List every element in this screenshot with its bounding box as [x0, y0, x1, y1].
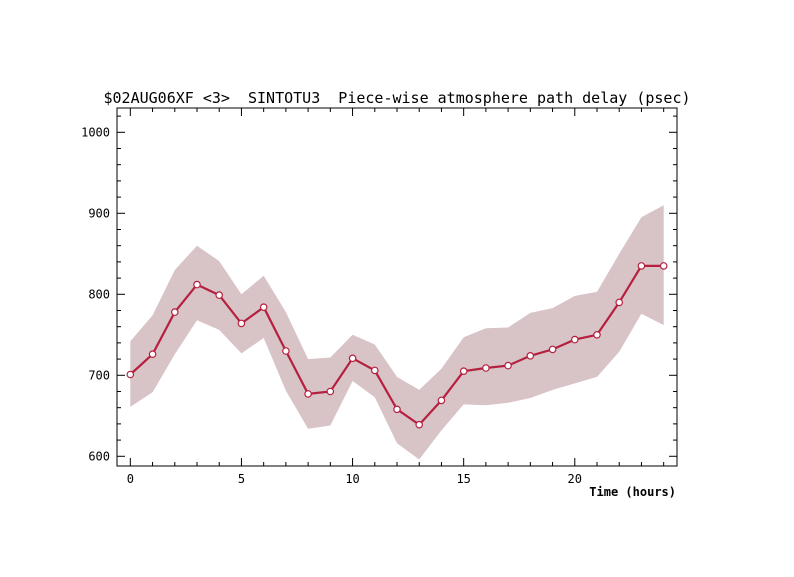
x-tick-label: 20: [568, 472, 582, 486]
tick-layer: [117, 108, 677, 466]
data-point: [459, 367, 468, 376]
data-point: [171, 308, 179, 316]
data-point: [326, 387, 335, 396]
x-tick-label: 10: [345, 472, 359, 486]
data-point: [126, 370, 135, 379]
data-point: [304, 390, 312, 398]
data-point: [348, 354, 357, 363]
data-point: [615, 298, 624, 307]
y-tick-label: 900: [88, 206, 110, 220]
data-point: [526, 351, 535, 360]
data-point: [148, 350, 157, 359]
tick-label-layer: 0 5 10 15 20 600 700 800 900 1000: [81, 125, 582, 486]
error-band-layer: [130, 205, 664, 460]
data-point: [437, 396, 446, 405]
data-point: [548, 345, 557, 354]
data-point: [193, 280, 201, 289]
y-tick-label: 700: [88, 368, 110, 382]
y-tick-label: 600: [88, 449, 110, 463]
data-point: [415, 420, 424, 429]
data-point: [259, 303, 268, 312]
data-point: [593, 330, 601, 339]
x-tick-label: 0: [127, 472, 134, 486]
data-point: [637, 262, 646, 270]
data-point: [282, 347, 290, 355]
y-tick-label: 1000: [81, 125, 110, 139]
chart-title: $02AUG06XF <3> SINTOTU3 Piece-wise atmos…: [104, 89, 691, 107]
data-point: [237, 319, 246, 328]
data-point: [393, 405, 401, 414]
error-band-0: [130, 205, 664, 460]
data-point: [659, 262, 668, 270]
y-tick-label: 800: [88, 287, 110, 301]
data-point: [482, 364, 490, 372]
data-point: [504, 361, 512, 370]
x-axis-label: Time (hours): [589, 485, 676, 499]
x-tick-label: 15: [456, 472, 470, 486]
data-point: [570, 335, 579, 344]
data-point: [370, 366, 379, 375]
data-point: [215, 291, 224, 299]
x-tick-label: 5: [238, 472, 245, 486]
data-points-layer: [126, 262, 668, 429]
